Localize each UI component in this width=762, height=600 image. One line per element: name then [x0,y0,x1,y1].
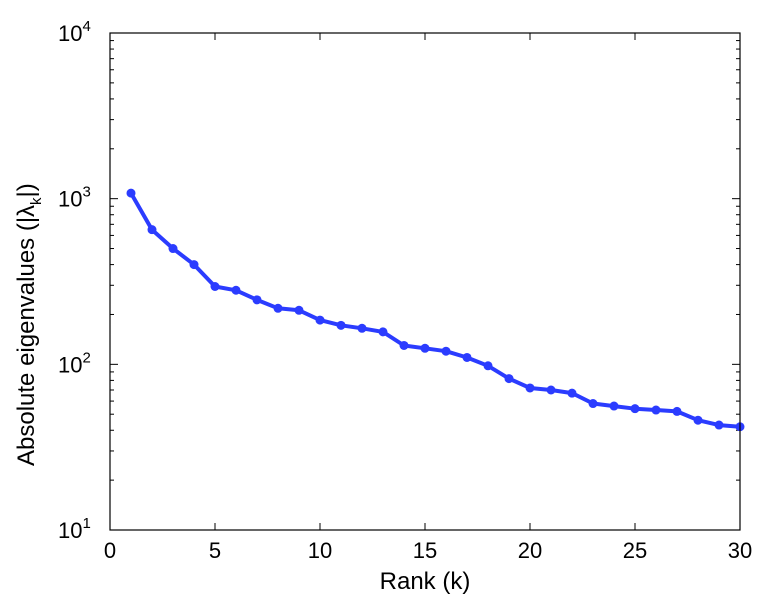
y-axis-title: Absolute eigenvalues (|λk|) [13,183,45,466]
plot-area-frame [109,32,741,531]
y-ticks: 101 102 103 104 [58,18,740,543]
x-tick-label: 20 [518,538,542,563]
data-point [714,420,724,430]
data-point [567,388,577,398]
data-point [147,225,157,235]
x-axis-title: Rank (k) [380,568,471,595]
data-point [336,320,346,330]
data-point [483,361,493,371]
data-point [168,244,178,254]
data-point [189,260,199,270]
y-tick-label: 101 [58,515,91,543]
data-point [315,315,325,325]
data-point [525,383,535,393]
x-tick-label: 5 [209,538,221,563]
data-point [420,343,430,353]
x-tick-label: 10 [308,538,332,563]
data-point [441,346,451,356]
data-point [588,399,598,409]
data-point [672,406,682,416]
plot-series [126,188,745,432]
data-point [651,405,661,415]
x-tick-label: 25 [623,538,647,563]
x-tick-label: 15 [413,538,437,563]
data-point [357,323,367,333]
data-point [273,303,283,313]
data-point [609,401,619,411]
data-point [693,415,703,425]
data-point [378,327,388,337]
data-point [504,374,514,384]
data-point [462,352,472,362]
x-tick-label: 0 [104,538,116,563]
data-point [126,188,136,198]
y-tick-label: 104 [58,18,91,46]
x-tick-label: 30 [728,538,752,563]
data-point [399,340,409,350]
data-point [546,385,556,395]
data-point [210,281,220,291]
data-point [630,404,640,414]
x-ticks: 0 5 10 15 20 25 30 [104,33,752,563]
y-tick-label: 103 [58,184,91,212]
y-tick-label: 102 [58,349,91,377]
data-point [294,305,304,315]
data-point [252,295,262,305]
series-line [129,192,741,429]
data-point [231,285,241,295]
